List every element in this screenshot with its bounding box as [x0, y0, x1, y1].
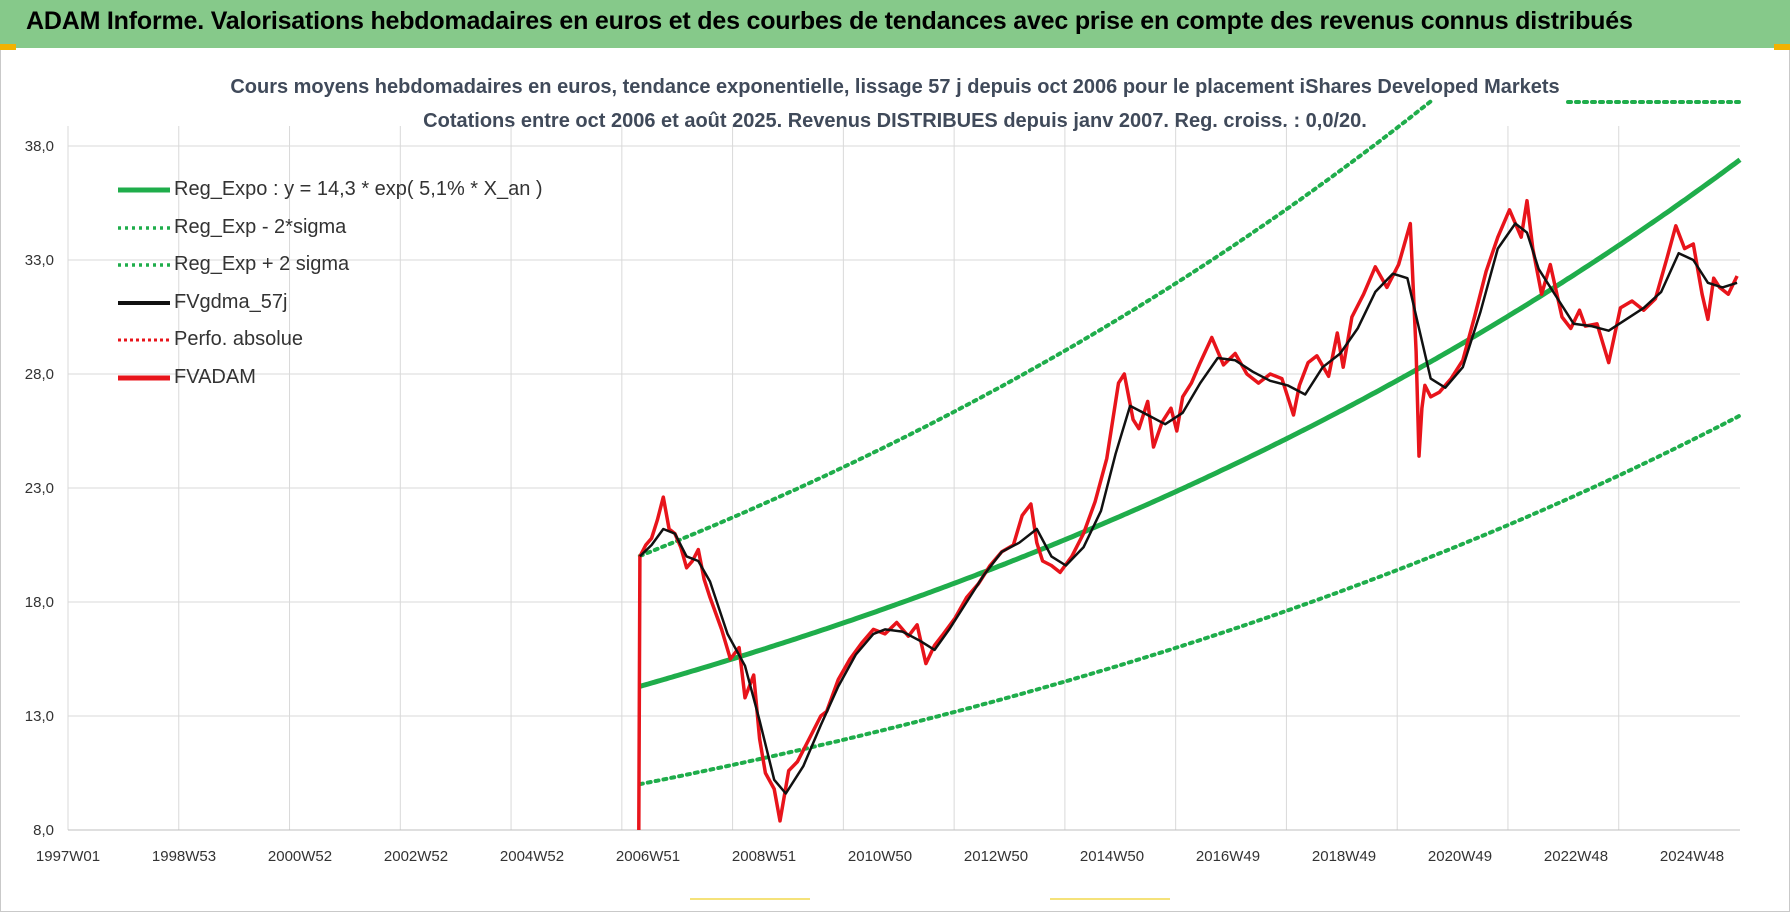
legend-label: FVgdma_57j	[174, 290, 288, 313]
x-tick-label: 2022W48	[1543, 848, 1609, 865]
x-tick-label: 2002W52	[383, 848, 449, 865]
legend-label: Reg_Exp - 2*sigma	[174, 215, 347, 238]
legend-label: Perfo. absolue	[174, 328, 303, 350]
y-tick-label: 33,0	[24, 252, 54, 269]
x-tick-label: 2012W50	[963, 848, 1029, 865]
reg-exp-plus-2sigma-line	[637, 99, 1433, 558]
x-tick-label: 2014W50	[1079, 848, 1145, 865]
y-tick-label: 23,0	[24, 480, 54, 497]
y-tick-label: 28,0	[24, 366, 54, 383]
legend-swatch-solid-black	[118, 300, 170, 305]
legend-label: FVADAM	[174, 365, 256, 388]
bottom-accent-line	[1050, 898, 1170, 900]
legend-swatch-solid-red	[118, 375, 170, 380]
fvadam-line	[637, 198, 1739, 831]
x-tick-label: 2010W50	[847, 848, 913, 865]
x-tick-label: 2004W52	[499, 848, 565, 865]
corner-marker-right	[1774, 44, 1790, 50]
x-tick-label: 2000W52	[267, 848, 333, 865]
legend-label: Reg_Expo : y = 14,3 * exp( 5,1% * X_an )	[174, 178, 543, 200]
fvgdma-57j-line	[639, 222, 1738, 795]
corner-marker-left	[0, 44, 16, 50]
x-tick-label: 1997W01	[35, 848, 101, 865]
x-tick-label: 2024W48	[1659, 848, 1725, 865]
legend-swatch-solid-green	[118, 187, 170, 193]
y-tick-label: 18,0	[24, 594, 54, 611]
y-tick-label: 13,0	[24, 708, 54, 725]
legend-label: Reg_Exp + 2 sigma	[174, 253, 350, 275]
y-tick-label: 38,0	[24, 138, 54, 155]
legend-swatch-dotted-green	[118, 225, 170, 230]
legend-swatch-dotted-green	[118, 263, 170, 267]
bottom-accent-line	[690, 898, 810, 900]
y-tick-label: 8,0	[33, 822, 54, 839]
reg-exp-minus-2sigma-line	[637, 413, 1742, 787]
x-tick-label: 2008W51	[731, 848, 797, 865]
x-tick-label: 2006W51	[615, 848, 681, 865]
reg-expo-line	[639, 157, 1742, 689]
x-tick-label: 2018W49	[1311, 848, 1377, 865]
x-tick-label: 2020W49	[1427, 848, 1493, 865]
x-tick-label: 1998W53	[151, 848, 217, 865]
page-title: ADAM Informe. Valorisations hebdomadaire…	[26, 7, 1633, 35]
x-tick-label: 2016W49	[1195, 848, 1261, 865]
legend-swatch-dotted-red	[118, 338, 170, 342]
title-banner: ADAM Informe. Valorisations hebdomadaire…	[0, 0, 1790, 48]
chart-subtitle: Cotations entre oct 2006 et août 2025. R…	[423, 110, 1367, 132]
chart-title: Cours moyens hebdomadaires en euros, ten…	[230, 76, 1560, 98]
